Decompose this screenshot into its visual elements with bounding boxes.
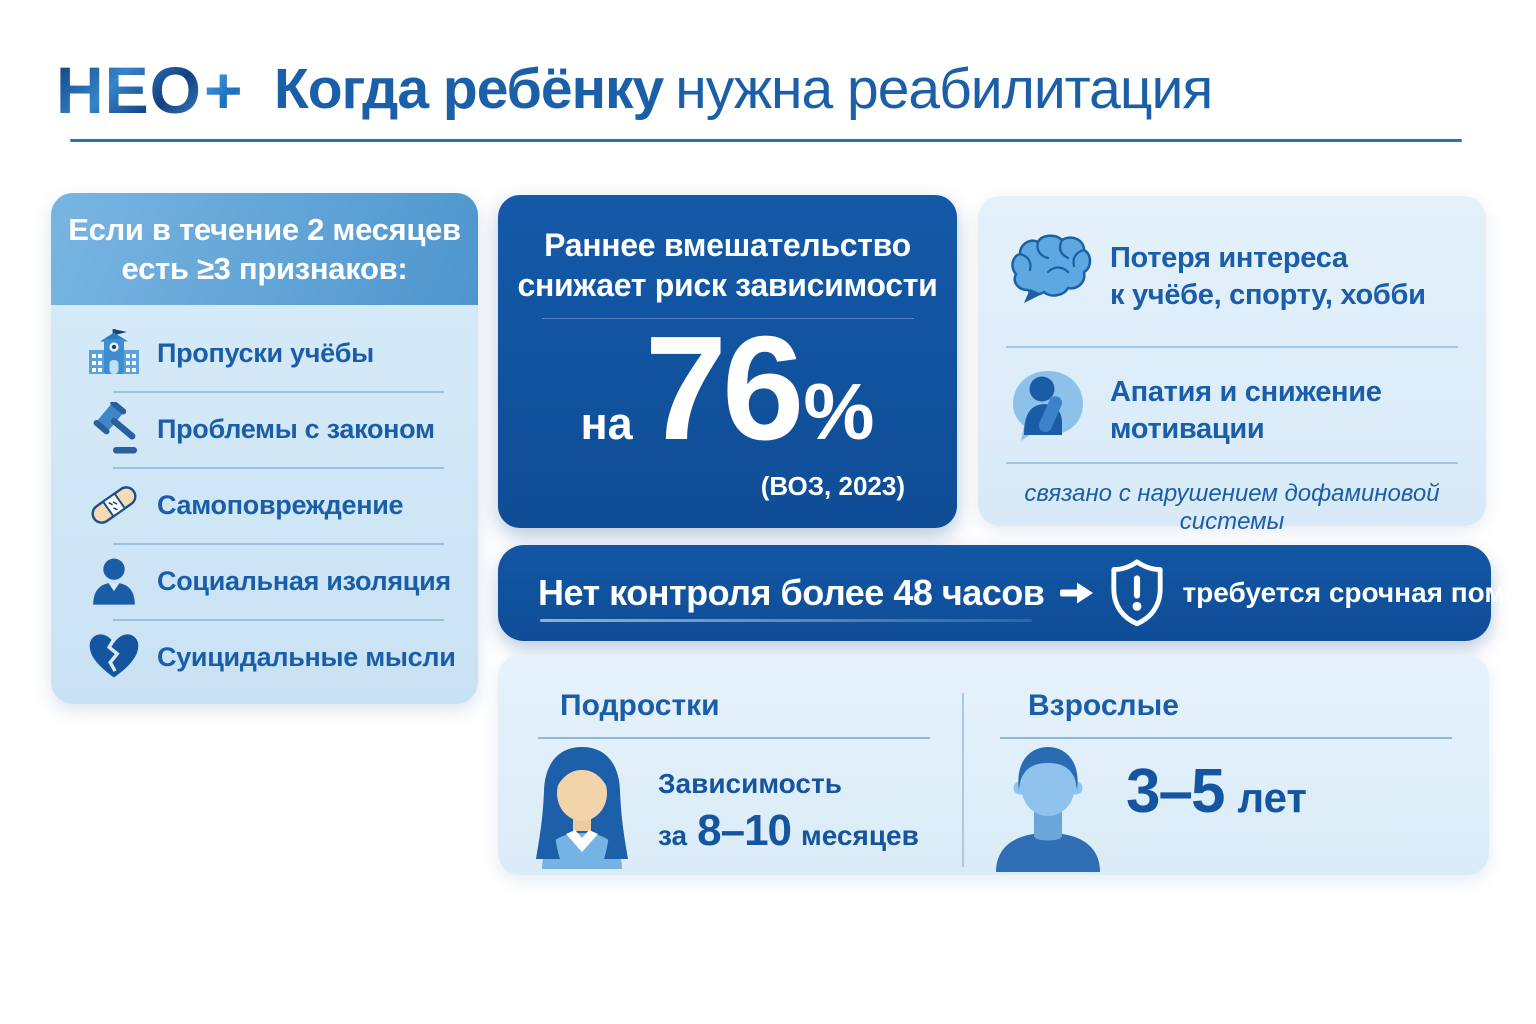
header-divider (70, 139, 1462, 142)
person-icon (87, 554, 141, 608)
list-item: Социальная изоляция (51, 543, 478, 619)
page-title-rest: нужна реабилитация (675, 57, 1213, 121)
teens-suffix: месяцев (801, 820, 919, 851)
timeline-card: Подростки Зависимость за 8–10 месяцев (498, 655, 1489, 875)
adults-value: 3–5 (1126, 757, 1225, 826)
adults-section-title: Взрослые (1028, 689, 1179, 722)
broken-heart-icon (87, 630, 141, 684)
vertical-divider (962, 693, 964, 867)
list-item: Самоповреждение (51, 467, 478, 543)
symptom-2-line1: Апатия и снижение (1110, 376, 1382, 408)
shield-alert-icon (1108, 558, 1166, 628)
criteria-list: Пропуски учёбы Проблемы с законом (51, 305, 478, 704)
symptoms-footnote: связано с нарушением дофаминовой системы (1024, 480, 1440, 535)
teens-line1: Зависимость (658, 768, 842, 799)
divider (1006, 462, 1458, 464)
stat-title-line2: снижает риск зависимости (517, 267, 938, 303)
brain-icon (1008, 232, 1094, 306)
list-item-label: Пропуски учёбы (157, 337, 374, 368)
symptom-1-line1: Потеря интереса (1110, 242, 1348, 274)
criteria-title-line2: есть ≥3 признаков: (121, 251, 408, 286)
symptoms-card: Потеря интереса к учёбе, спорту, хобби А… (978, 196, 1486, 535)
divider (538, 737, 930, 739)
percent-sign: % (803, 367, 875, 456)
list-item: Проблемы с законом (51, 391, 478, 467)
teen-girl-avatar (526, 741, 638, 869)
symptom-1-line2: к учёбе, спорту, хобби (1110, 279, 1426, 311)
stat-value: на 76 % (498, 315, 957, 463)
list-item-label: Самоповреждение (157, 489, 404, 520)
school-icon (87, 326, 141, 380)
criteria-card: Если в течение 2 месяцев есть ≥3 признак… (51, 193, 478, 704)
adult-man-avatar (986, 735, 1110, 873)
symptom-label: Потеря интереса к учёбе, спорту, хобби (1110, 240, 1426, 314)
adults-suffix: лет (1237, 774, 1307, 821)
criteria-card-title: Если в течение 2 месяцев есть ≥3 признак… (51, 193, 478, 305)
alert-condition-text: Нет контроля более 48 часов (538, 572, 1045, 613)
alert-underline (540, 619, 1032, 622)
symptom-2-line2: мотивации (1110, 413, 1265, 445)
page-title: Когда ребёнку нужна реабилитация (274, 56, 1213, 122)
teens-prefix: за (658, 820, 688, 851)
list-item: Пропуски учёбы (51, 315, 478, 391)
stat-card-title: Раннее вмешательство снижает риск зависи… (498, 195, 957, 305)
symptom-label: Апатия и снижение мотивации (1110, 374, 1382, 448)
adults-duration-text: 3–5 лет (1126, 761, 1307, 823)
list-item-label: Социальная изоляция (157, 565, 451, 596)
logo-text: НЕО (56, 53, 203, 127)
divider (541, 318, 914, 319)
criteria-title-line1: Если в течение 2 месяцев (68, 212, 461, 247)
neo-plus-logo: НЕО+ (56, 52, 244, 128)
alert-banner: Нет контроля более 48 часов требуется ср… (498, 545, 1536, 641)
stat-number: 76 (644, 306, 805, 471)
apathy-icon (1004, 360, 1092, 446)
teens-duration-text: Зависимость за 8–10 месяцев (658, 767, 919, 853)
list-item-label: Проблемы с законом (157, 413, 435, 444)
list-item: Суицидальные мысли (51, 619, 478, 695)
stat-source: (ВОЗ, 2023) (760, 471, 905, 501)
divider (1000, 737, 1452, 739)
plus-icon: + (204, 53, 244, 127)
stat-card: Раннее вмешательство снижает риск зависи… (498, 195, 957, 528)
teens-section-title: Подростки (560, 689, 720, 722)
stat-title-line1: Раннее вмешательство (544, 227, 911, 263)
divider (1006, 346, 1458, 348)
alert-action-text: требуется срочная помощь (1182, 577, 1536, 608)
list-item-label: Суицидальные мысли (157, 641, 456, 672)
arrow-right-icon (1060, 581, 1094, 605)
bandage-icon (87, 478, 141, 532)
teens-value: 8–10 (697, 806, 792, 855)
page-title-bold: Когда ребёнку (274, 57, 664, 121)
teens-line2: за 8–10 месяцев (658, 809, 919, 853)
gavel-icon (87, 402, 141, 456)
stat-prefix: на (580, 398, 633, 449)
